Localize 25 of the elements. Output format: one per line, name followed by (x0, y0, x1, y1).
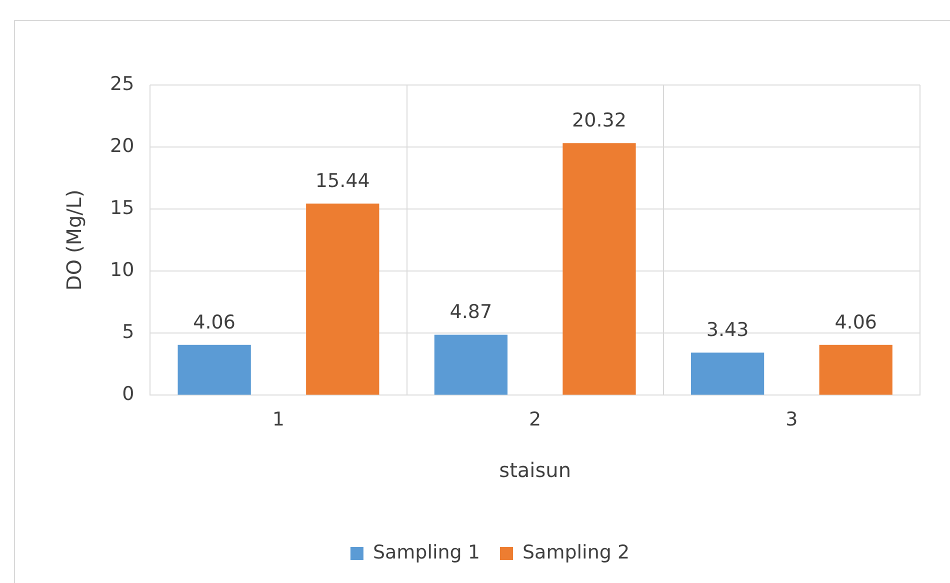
legend-label: Sampling 1 (372, 541, 480, 564)
x-tick-label: 3 (786, 408, 798, 431)
legend-label: Sampling 2 (522, 541, 630, 564)
bar (306, 204, 380, 395)
y-axis-title: DO (Mg/L) (62, 190, 86, 291)
data-label: 4.06 (193, 311, 236, 334)
bar (434, 334, 508, 395)
data-label: 20.32 (572, 110, 626, 132)
x-axis-title: staisun (499, 458, 572, 482)
y-tick-label: 0 (122, 383, 134, 406)
data-label: 4.06 (834, 311, 878, 334)
y-tick-label: 25 (110, 72, 134, 95)
y-tick-label: 20 (110, 134, 134, 157)
x-tick-label: 1 (272, 408, 285, 431)
data-label: 4.87 (450, 301, 492, 324)
y-tick-label: 15 (110, 197, 134, 220)
bar (562, 143, 636, 395)
bar (178, 344, 251, 395)
y-tick-label: 10 (110, 259, 134, 282)
bar (819, 344, 892, 395)
data-label: 15.44 (315, 170, 370, 192)
bar (690, 352, 764, 395)
data-label: 3.43 (706, 319, 749, 342)
x-tick-label: 2 (529, 408, 542, 431)
y-tick-label: 5 (122, 321, 134, 344)
